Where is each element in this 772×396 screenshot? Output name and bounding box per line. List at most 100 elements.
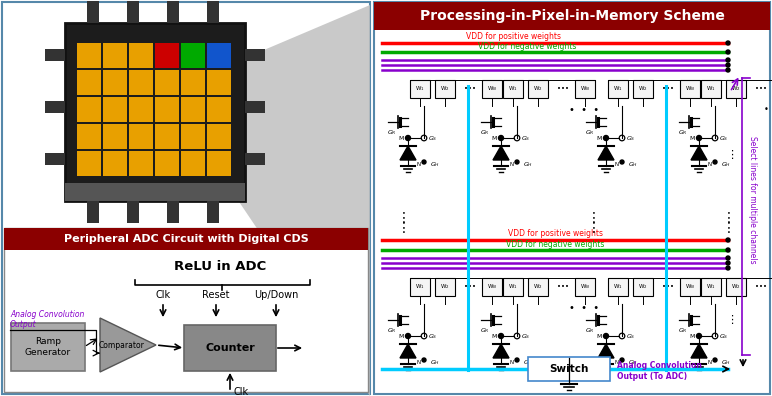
FancyBboxPatch shape bbox=[680, 80, 700, 98]
Text: N: N bbox=[708, 162, 712, 168]
FancyBboxPatch shape bbox=[11, 323, 85, 371]
Text: ⋮: ⋮ bbox=[726, 150, 737, 160]
Bar bbox=[181, 151, 205, 176]
Text: W$_2$: W$_2$ bbox=[638, 283, 648, 291]
FancyBboxPatch shape bbox=[374, 2, 770, 30]
FancyBboxPatch shape bbox=[410, 80, 430, 98]
Text: N: N bbox=[615, 162, 619, 168]
Bar bbox=[167, 1, 179, 23]
Circle shape bbox=[713, 358, 717, 362]
Text: M: M bbox=[398, 135, 404, 141]
Text: W$_1$: W$_1$ bbox=[706, 85, 716, 93]
Bar bbox=[207, 151, 231, 176]
Polygon shape bbox=[493, 146, 509, 160]
Circle shape bbox=[696, 333, 702, 339]
Text: •  •  •: • • • bbox=[569, 105, 599, 115]
Bar bbox=[155, 151, 179, 176]
Text: Analog Convolution
Output (To ADC): Analog Convolution Output (To ADC) bbox=[617, 361, 702, 381]
Text: W$_2$: W$_2$ bbox=[731, 283, 741, 291]
Circle shape bbox=[499, 333, 503, 339]
Text: $G_R$: $G_R$ bbox=[679, 326, 688, 335]
Polygon shape bbox=[400, 344, 416, 358]
Bar bbox=[245, 101, 265, 113]
FancyBboxPatch shape bbox=[4, 228, 368, 392]
Polygon shape bbox=[691, 344, 707, 358]
Bar bbox=[155, 97, 179, 122]
FancyBboxPatch shape bbox=[374, 2, 770, 394]
Bar bbox=[77, 43, 101, 68]
Text: •  •  •: • • • bbox=[764, 105, 772, 114]
Bar bbox=[103, 97, 127, 122]
Text: W$_1$: W$_1$ bbox=[613, 283, 623, 291]
Text: M: M bbox=[398, 333, 404, 339]
Text: $G_H$: $G_H$ bbox=[430, 358, 440, 367]
Text: $G_R$: $G_R$ bbox=[679, 128, 688, 137]
Bar bbox=[77, 151, 101, 176]
Bar bbox=[45, 101, 65, 113]
Text: N: N bbox=[510, 162, 514, 168]
Text: W$_N$: W$_N$ bbox=[580, 283, 590, 291]
Text: Reset: Reset bbox=[202, 290, 230, 300]
Bar bbox=[77, 124, 101, 149]
Text: $G_R$: $G_R$ bbox=[480, 128, 489, 137]
Text: $G_S$: $G_S$ bbox=[719, 333, 729, 341]
Bar bbox=[155, 43, 179, 68]
FancyBboxPatch shape bbox=[726, 278, 746, 296]
Text: W$_1$: W$_1$ bbox=[508, 283, 518, 291]
Circle shape bbox=[726, 261, 730, 265]
Text: Clk: Clk bbox=[155, 290, 171, 300]
Text: W$_1$: W$_1$ bbox=[415, 85, 425, 93]
FancyBboxPatch shape bbox=[4, 228, 368, 250]
Text: •••: ••• bbox=[755, 284, 767, 290]
Text: M: M bbox=[597, 333, 602, 339]
FancyBboxPatch shape bbox=[726, 80, 746, 98]
Text: N: N bbox=[510, 360, 514, 366]
FancyBboxPatch shape bbox=[528, 278, 548, 296]
FancyBboxPatch shape bbox=[435, 80, 455, 98]
Text: W$_N$: W$_N$ bbox=[580, 85, 590, 93]
Circle shape bbox=[726, 256, 730, 260]
Circle shape bbox=[515, 358, 519, 362]
Text: M: M bbox=[492, 333, 497, 339]
Text: $G_H$: $G_H$ bbox=[523, 160, 533, 169]
FancyBboxPatch shape bbox=[633, 80, 653, 98]
Text: Ramp
Generator: Ramp Generator bbox=[25, 337, 71, 357]
Bar bbox=[181, 97, 205, 122]
Polygon shape bbox=[691, 146, 707, 160]
Circle shape bbox=[422, 160, 426, 164]
Circle shape bbox=[726, 41, 730, 45]
Bar bbox=[103, 151, 127, 176]
Polygon shape bbox=[100, 318, 156, 372]
Text: ⋮: ⋮ bbox=[722, 211, 736, 225]
Text: $G_H$: $G_H$ bbox=[721, 358, 731, 367]
Circle shape bbox=[604, 135, 608, 141]
Text: $G_R$: $G_R$ bbox=[585, 326, 594, 335]
Bar bbox=[207, 1, 219, 23]
Text: •••: ••• bbox=[464, 86, 476, 92]
Circle shape bbox=[405, 333, 411, 339]
Circle shape bbox=[499, 135, 503, 141]
FancyBboxPatch shape bbox=[701, 80, 721, 98]
Text: $G_H$: $G_H$ bbox=[628, 358, 638, 367]
Bar bbox=[103, 43, 127, 68]
Text: N: N bbox=[615, 360, 619, 366]
Text: $G_S$: $G_S$ bbox=[428, 333, 438, 341]
FancyBboxPatch shape bbox=[65, 23, 245, 201]
Bar bbox=[45, 153, 65, 165]
Bar bbox=[167, 201, 179, 223]
Text: •••: ••• bbox=[662, 284, 674, 290]
Circle shape bbox=[726, 266, 730, 270]
Circle shape bbox=[422, 358, 426, 362]
Text: $G_H$: $G_H$ bbox=[721, 160, 731, 169]
Text: ReLU in ADC: ReLU in ADC bbox=[174, 259, 266, 272]
Text: $G_H$: $G_H$ bbox=[430, 160, 440, 169]
Text: •••: ••• bbox=[662, 86, 674, 92]
Circle shape bbox=[620, 358, 624, 362]
Bar bbox=[127, 201, 139, 223]
Bar bbox=[77, 70, 101, 95]
Text: Comparator: Comparator bbox=[99, 341, 145, 350]
FancyBboxPatch shape bbox=[410, 278, 430, 296]
Text: M: M bbox=[689, 135, 695, 141]
Text: •  •  •: • • • bbox=[569, 303, 599, 313]
Bar bbox=[127, 1, 139, 23]
